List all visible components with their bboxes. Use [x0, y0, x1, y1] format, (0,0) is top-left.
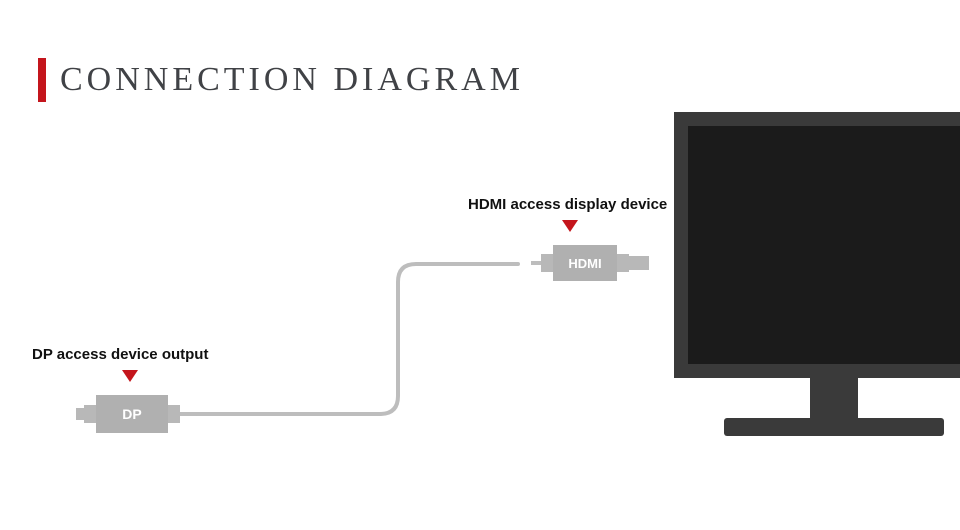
cable — [0, 0, 960, 530]
diagram-canvas: { "type": "infographic", "canvas": { "wi… — [0, 0, 960, 530]
